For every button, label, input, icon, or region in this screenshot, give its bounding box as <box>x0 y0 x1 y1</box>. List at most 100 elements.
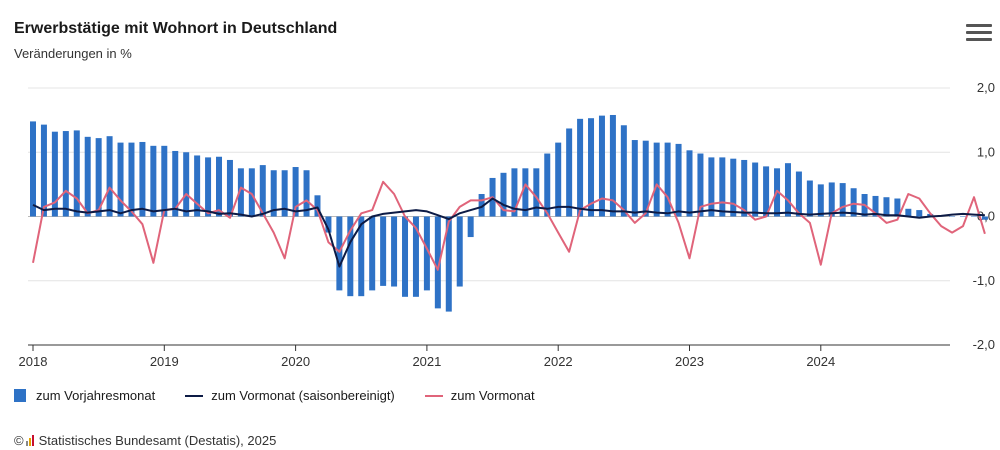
y-tick-label: 1,0 <box>977 144 995 159</box>
x-tick-label: 2019 <box>150 354 179 369</box>
bar <box>30 121 36 217</box>
bar <box>927 213 934 217</box>
bar <box>150 145 157 217</box>
bar <box>434 216 441 309</box>
legend-swatch-bar <box>14 389 26 402</box>
bar <box>128 142 135 217</box>
bar <box>642 140 649 217</box>
legend-label-vorjahresmonat: zum Vorjahresmonat <box>36 388 156 403</box>
bar <box>960 216 967 217</box>
bar <box>259 165 266 217</box>
bar <box>380 216 387 286</box>
bar <box>631 140 638 217</box>
bar <box>577 118 584 217</box>
bar <box>358 216 365 297</box>
bar <box>325 216 332 233</box>
bar <box>183 152 190 217</box>
legend-label-vormonat: zum Vormonat <box>450 388 535 403</box>
bar <box>51 131 58 217</box>
bar <box>511 168 518 217</box>
bar <box>533 168 540 217</box>
bar <box>664 142 671 217</box>
bar <box>839 183 846 217</box>
bar <box>281 170 288 217</box>
source-footer: © Statistisches Bundesamt (Destatis), 20… <box>14 433 276 448</box>
bar <box>445 216 452 312</box>
legend-swatch-mom-line <box>424 394 443 397</box>
legend-item-vorjahresmonat[interactable]: zum Vorjahresmonat <box>14 388 155 403</box>
bar <box>970 216 977 217</box>
bar <box>314 195 321 217</box>
bar <box>106 136 113 217</box>
x-tick-label: 2020 <box>281 354 310 369</box>
copyright-symbol: © <box>14 433 24 448</box>
bar <box>588 118 595 217</box>
bar <box>850 188 857 217</box>
bar <box>609 114 616 217</box>
bar <box>161 145 168 217</box>
legend-swatch-sa-line <box>185 394 204 397</box>
chart-legend: zum Vorjahresmonat zum Vormonat (saisonb… <box>14 388 565 403</box>
bar <box>763 166 770 217</box>
bar <box>883 197 890 217</box>
x-tick-label: 2022 <box>544 354 573 369</box>
x-tick-label: 2023 <box>675 354 704 369</box>
bar <box>270 170 277 217</box>
line-series-vormonat <box>32 180 986 271</box>
bar <box>620 125 627 217</box>
bar <box>40 124 47 217</box>
bar <box>292 167 299 217</box>
bar <box>467 216 474 238</box>
bar <box>817 184 824 217</box>
bar <box>522 168 529 217</box>
bar <box>916 210 923 217</box>
bar <box>598 115 605 217</box>
bar <box>117 142 124 217</box>
bar <box>784 163 791 217</box>
bar <box>566 128 573 217</box>
bar <box>205 157 212 217</box>
bar <box>806 180 813 217</box>
bar <box>84 136 91 217</box>
bar <box>894 198 901 217</box>
bar <box>139 141 146 217</box>
y-tick-label: -2,0 <box>973 337 995 352</box>
line-series-vormonat-saisonbereinigt <box>32 197 985 268</box>
bar <box>226 159 233 217</box>
bar <box>412 216 419 297</box>
bar <box>391 216 398 287</box>
bar <box>719 157 726 217</box>
bar <box>555 142 562 217</box>
source-text: Statistisches Bundesamt (Destatis), 2025 <box>38 433 277 448</box>
bar <box>478 194 485 217</box>
bar <box>949 216 956 217</box>
bar <box>686 150 693 217</box>
x-tick-label: 2021 <box>412 354 441 369</box>
legend-label-vormonat-saisonbereinigt: zum Vormonat (saisonbereinigt) <box>211 388 395 403</box>
bar <box>194 155 201 217</box>
bar <box>500 172 507 217</box>
y-tick-label: -1,0 <box>973 273 995 288</box>
bar <box>697 153 704 217</box>
bar <box>172 150 179 217</box>
x-tick-label: 2024 <box>806 354 835 369</box>
bar <box>653 142 660 217</box>
bar <box>981 216 988 220</box>
bar <box>872 195 879 217</box>
legend-item-vormonat[interactable]: zum Vormonat <box>424 388 535 403</box>
bar <box>347 216 354 297</box>
chart-title: Erwerbstätige mit Wohnort in Deutschland <box>14 20 338 37</box>
bar <box>62 131 69 217</box>
bar <box>544 153 551 217</box>
bar <box>303 170 310 217</box>
hamburger-menu-icon[interactable] <box>966 24 992 46</box>
bar <box>828 182 835 217</box>
bar <box>423 216 430 291</box>
bar <box>730 158 737 217</box>
bar <box>795 171 802 217</box>
bar <box>73 130 80 217</box>
legend-item-vormonat-saisonbereinigt[interactable]: zum Vormonat (saisonbereinigt) <box>185 388 395 403</box>
bar <box>905 208 912 217</box>
bar <box>402 216 409 297</box>
